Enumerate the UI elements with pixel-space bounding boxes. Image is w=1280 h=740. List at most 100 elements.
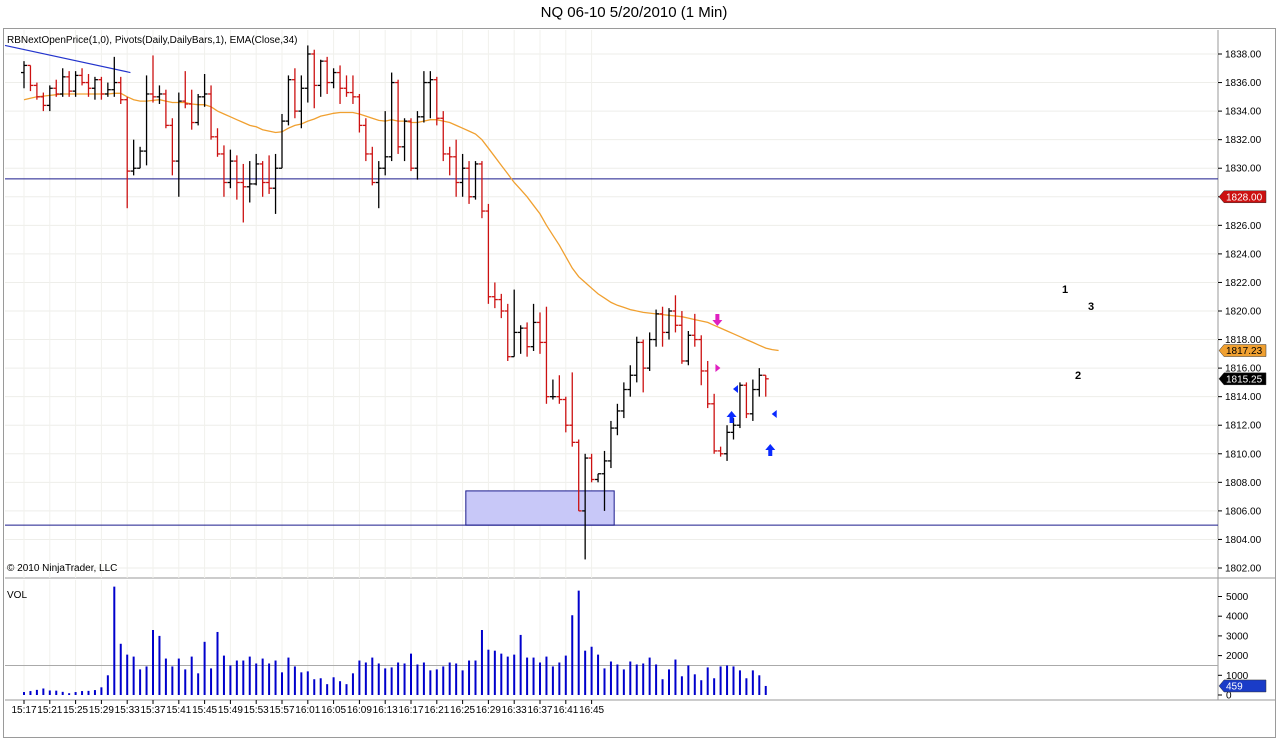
ohlc-bar	[498, 293, 505, 319]
ohlc-bar	[595, 473, 602, 483]
ohlc-bar	[330, 68, 337, 89]
ohlc-bar	[98, 76, 105, 100]
ohlc-bar	[46, 85, 53, 112]
ohlc-bar	[375, 161, 382, 209]
ohlc-bar	[124, 96, 131, 209]
price-tick-label: 1816.00	[1225, 364, 1262, 375]
ohlc-bar	[620, 382, 627, 419]
ohlc-bar	[130, 139, 137, 176]
ohlc-bar	[575, 439, 582, 512]
ohlc-bar	[188, 89, 195, 130]
volume-tick-label: 4000	[1226, 612, 1249, 623]
ohlc-bar	[253, 153, 260, 186]
volume-panel-label: VOL	[7, 590, 27, 601]
chart-frame	[3, 28, 1276, 738]
price-tick-label: 1814.00	[1225, 392, 1262, 403]
volume-last-tag-text: 459	[1226, 681, 1243, 692]
ohlc-bar	[79, 68, 86, 86]
price-tick-label: 1834.00	[1225, 107, 1262, 118]
ohlc-bar	[659, 306, 666, 347]
last-price-tag: 1815.25	[1218, 372, 1267, 386]
ohlc-bar	[104, 82, 111, 97]
ohlc-bar	[162, 89, 169, 129]
time-tick-label: 15:17	[11, 705, 36, 716]
volume-tick-label: 3000	[1226, 631, 1249, 642]
ohlc-bar	[324, 56, 331, 94]
ohlc-bar	[466, 161, 473, 204]
time-tick-label: 16:17	[398, 705, 423, 716]
ohlc-bar	[259, 161, 266, 197]
ohlc-bar	[588, 453, 595, 483]
ohlc-bar	[279, 113, 285, 169]
ohlc-bar	[343, 75, 350, 97]
ohlc-bar	[156, 85, 163, 104]
ohlc-bar	[66, 71, 73, 97]
ohlc-bar	[427, 71, 434, 119]
ohlc-bar	[72, 71, 79, 97]
pivot-price-tag: 1828.00	[1218, 190, 1267, 204]
ohlc-bar	[169, 118, 176, 176]
sell-triangle-marker	[715, 364, 721, 372]
ohlc-bar	[762, 374, 769, 397]
ohlc-bar	[601, 450, 608, 511]
volume-tick-label: 5000	[1226, 592, 1249, 603]
ohlc-bar	[40, 92, 47, 112]
ohlc-bar	[195, 93, 202, 126]
time-tick-label: 15:57	[269, 705, 294, 716]
ohlc-bar	[607, 420, 614, 469]
time-tick-label: 15:45	[192, 705, 217, 716]
volume-tick-label: 0	[1226, 691, 1232, 702]
ohlc-bar	[91, 76, 98, 100]
ohlc-bar	[524, 322, 531, 357]
ohlc-bar	[182, 71, 189, 109]
ohlc-bar	[175, 92, 182, 197]
ohlc-bar	[414, 111, 421, 180]
ohlc-bar	[511, 289, 518, 358]
price-tick-label: 1830.00	[1225, 164, 1262, 175]
volume-tick-label: 2000	[1226, 651, 1249, 662]
ohlc-bar	[266, 155, 273, 194]
pivot-price-tag-shape	[1218, 190, 1267, 204]
pivot-price-tag-text: 1828.00	[1226, 192, 1263, 203]
ohlc-bar	[201, 73, 208, 107]
ohlc-bar	[685, 330, 692, 366]
ohlc-bar	[150, 55, 156, 103]
last-price-tag-shape	[1218, 372, 1267, 386]
ohlc-bar	[111, 56, 118, 97]
ohlc-bar	[724, 425, 731, 461]
ohlc-bar	[337, 65, 344, 104]
ohlc-bar	[220, 145, 227, 197]
price-tick-label: 1824.00	[1225, 249, 1262, 260]
time-tick-label: 16:01	[295, 705, 320, 716]
ohlc-bar	[291, 68, 298, 119]
ohlc-bar	[440, 111, 447, 162]
ohlc-bar	[388, 72, 395, 162]
price-tick-label: 1802.00	[1225, 564, 1262, 575]
ohlc-bar	[21, 61, 27, 89]
ohlc-bar	[362, 118, 369, 162]
ohlc-bar	[33, 82, 40, 100]
time-tick-label: 16:45	[579, 705, 604, 716]
time-tick-label: 15:41	[166, 705, 191, 716]
ohlc-bar	[640, 339, 647, 393]
ohlc-bar	[233, 155, 240, 200]
ohlc-bar	[53, 79, 60, 97]
ohlc-bar	[646, 332, 653, 371]
ohlc-bar	[369, 146, 376, 186]
ohlc-bar	[756, 368, 763, 397]
ohlc-bar	[446, 146, 453, 176]
ohlc-bar	[408, 118, 414, 172]
indicator-label: RBNextOpenPrice(1,0), Pivots(Daily,Daily…	[7, 35, 297, 46]
time-tick-label: 15:25	[63, 705, 88, 716]
volume-layer	[23, 586, 767, 695]
price-tick-label: 1812.00	[1225, 421, 1262, 432]
price-tick-label: 1826.00	[1225, 221, 1262, 232]
ohlc-bar	[504, 303, 511, 361]
ohlc-bar	[214, 128, 221, 157]
ohlc-bar	[491, 282, 498, 309]
ohlc-bar	[298, 75, 305, 129]
axis-layer: 1802.00 1804.00 1806.00 1808.00 1810.00 1812.…	[11, 50, 1267, 716]
ohlc-bar	[717, 446, 724, 457]
ema-layer	[23, 92, 779, 352]
